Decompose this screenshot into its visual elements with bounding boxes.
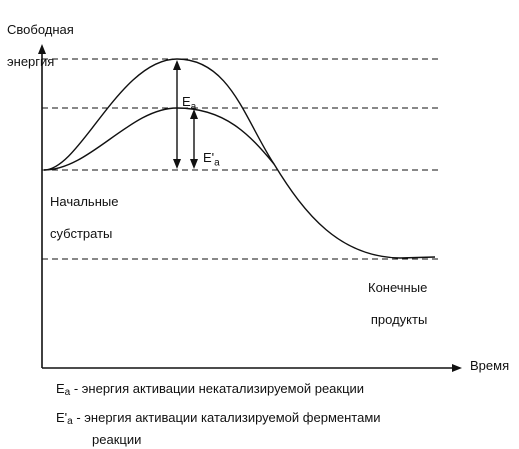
x-axis-arrow: [452, 364, 462, 372]
catalyzed-curve: [43, 107, 275, 171]
y-axis-arrow: [38, 44, 46, 54]
legend-eap-text-line2: реакции: [92, 432, 142, 447]
y-axis-label-line2: энергия: [7, 54, 55, 69]
legend-item-ea: Ea - энергия активации некатализируемой …: [56, 380, 364, 402]
legend-eap-symbol: E': [56, 410, 68, 425]
ea-label-sub: a: [190, 101, 197, 113]
ea-arrow-head-top: [173, 60, 181, 70]
legend-eap-text: - энергия активации катализируемой ферме…: [72, 410, 381, 425]
end-products-label: Конечные продукты: [368, 264, 427, 344]
legend-ea-sub: a: [64, 387, 71, 398]
y-axis-label-line1: Свободная: [7, 22, 74, 37]
legend-eap-sub: a: [67, 416, 73, 427]
legend-ea-text: - энергия активации некатализируемой реа…: [70, 381, 365, 396]
ea-arrow-head-bottom: [173, 159, 181, 169]
eap-label-main: E': [203, 150, 215, 165]
eap-arrow-head-bottom: [190, 159, 198, 169]
ea-label: Ea: [182, 78, 196, 116]
legend-item-eap: E'a - энергия активации катализируемой ф…: [56, 409, 381, 449]
end-label-line2: продукты: [370, 312, 428, 327]
start-label-line2: субстраты: [50, 226, 113, 241]
x-axis-label: Время: [470, 358, 510, 373]
eap-label-sub: a: [214, 157, 220, 169]
ea-label-main: E: [182, 94, 191, 109]
eap-arrow-head-top: [190, 109, 198, 119]
legend-ea-symbol: E: [56, 381, 65, 396]
y-axis-label: Свободная энергия: [7, 6, 74, 86]
start-substrates-label: Начальные субстраты: [50, 178, 118, 258]
uncatalyzed-curve: [43, 58, 436, 259]
end-label-line1: Конечные: [368, 280, 428, 295]
start-label-line1: Начальные: [50, 194, 119, 209]
eap-label: E'a: [203, 134, 220, 172]
